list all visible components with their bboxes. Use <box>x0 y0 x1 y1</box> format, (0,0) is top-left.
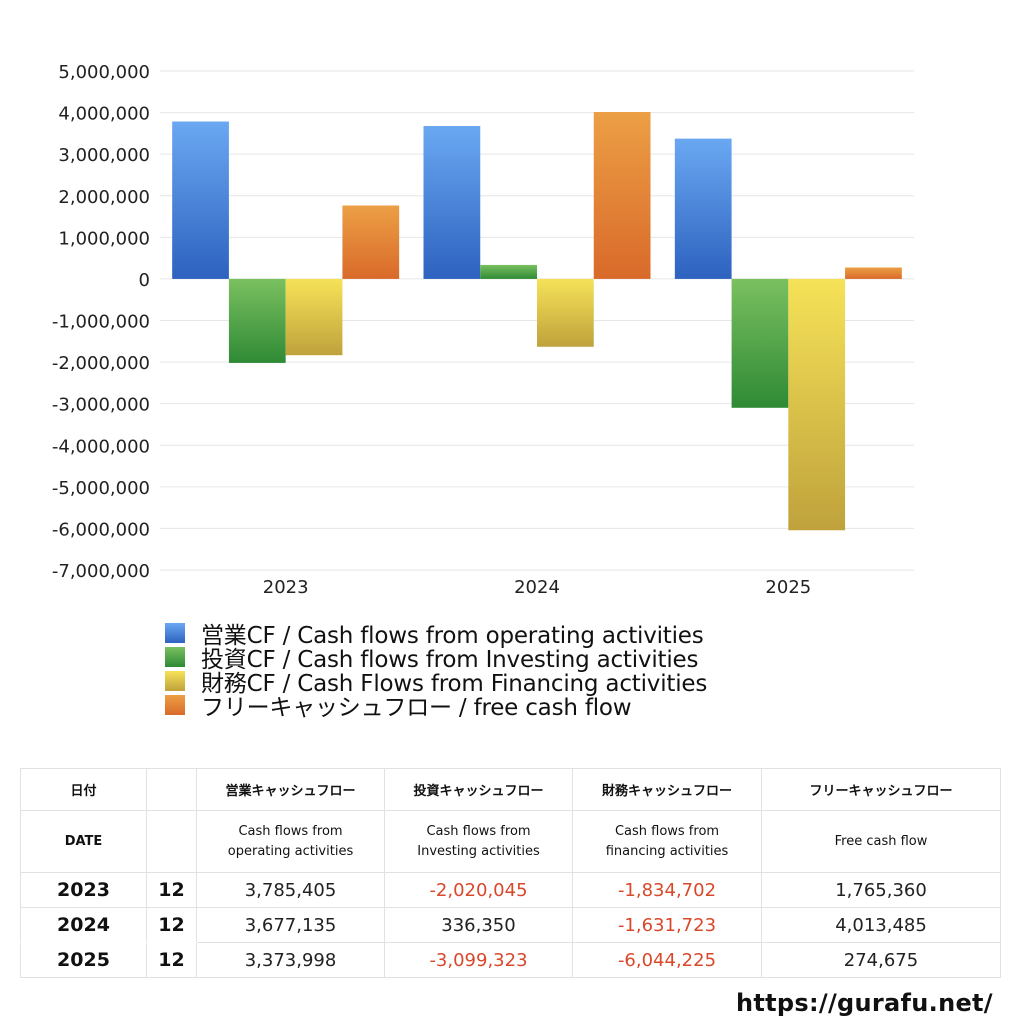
row-financing: -1,631,723 <box>572 907 762 943</box>
x-tick-label: 2024 <box>514 577 560 598</box>
legend-item-operating: 営業CF / Cash flows from operating activit… <box>165 621 707 649</box>
y-tick-label: 4,000,000 <box>58 104 150 125</box>
row-free: 274,675 <box>761 942 1001 978</box>
header-financing-jp: 財務キャッシュフロー <box>572 768 762 811</box>
y-tick-label: -3,000,000 <box>52 395 150 416</box>
table-row: 2023 12 3,785,405 -2,020,045 -1,834,702 … <box>20 872 1001 908</box>
header-operating-en-line1: Cash flows from <box>238 823 343 839</box>
row-investing: -2,020,045 <box>384 872 573 908</box>
bar-investing <box>480 264 537 279</box>
legend-label-operating: 営業CF / Cash flows from operating activit… <box>201 623 704 649</box>
x-axis: 2023 2024 2025 <box>263 577 811 598</box>
y-tick-label: -2,000,000 <box>52 353 150 374</box>
row-month: 12 <box>146 872 197 908</box>
bar-financing <box>788 278 846 531</box>
chart-bars <box>172 112 902 531</box>
row-investing: 336,350 <box>384 907 573 943</box>
header-free-en: Free cash flow <box>761 810 1001 873</box>
legend-label-free: フリーキャッシュフロー / free cash flow <box>201 695 632 721</box>
bar-free <box>593 112 651 279</box>
legend-label-investing: 投資CF / Cash flows from Investing activit… <box>201 647 699 673</box>
bar-operating <box>674 138 732 279</box>
y-tick-label: 2,000,000 <box>58 187 150 208</box>
legend-swatch-investing <box>165 647 185 667</box>
legend-item-investing: 投資CF / Cash flows from Investing activit… <box>165 645 707 673</box>
y-axis: 5,000,000 4,000,000 3,000,000 2,000,000 1,00… <box>52 62 150 582</box>
bar-investing <box>731 278 789 408</box>
legend-label-financing: 財務CF / Cash Flows from Financing activit… <box>201 671 708 697</box>
legend-swatch-free <box>165 695 185 715</box>
row-year: 2024 <box>20 907 147 943</box>
y-tick-label: -5,000,000 <box>52 478 150 499</box>
header-free-jp: フリーキャッシュフロー <box>761 768 1001 811</box>
row-month: 12 <box>146 907 197 943</box>
row-operating: 3,373,998 <box>196 942 385 978</box>
row-month: 12 <box>146 942 197 978</box>
legend-swatch-operating <box>165 623 185 643</box>
row-investing: -3,099,323 <box>384 942 573 978</box>
table-header-jp: 日付 営業キャッシュフロー 投資キャッシュフロー 財務キャッシュフロー フリーキ… <box>20 768 1001 811</box>
y-tick-label: 1,000,000 <box>58 228 150 249</box>
table-row: 2024 12 3,677,135 336,350 -1,631,723 4,0… <box>20 907 1001 943</box>
y-tick-label: -4,000,000 <box>52 436 150 457</box>
header-investing-jp: 投資キャッシュフロー <box>384 768 573 811</box>
header-financing-en-line1: Cash flows from <box>614 823 720 839</box>
header-investing-en-line1: Cash flows from <box>426 823 531 839</box>
bar-investing <box>228 278 286 363</box>
table-row: 2025 12 3,373,998 -3,099,323 -6,044,225 … <box>20 942 1001 978</box>
header-blank <box>146 810 197 873</box>
header-operating-jp: 営業キャッシュフロー <box>196 768 385 811</box>
chart-legend: 営業CF / Cash flows from operating activit… <box>165 621 707 721</box>
y-tick-label: -7,000,000 <box>52 561 150 582</box>
source-url[interactable]: https://gurafu.net/ <box>736 989 993 1017</box>
row-financing: -6,044,225 <box>572 942 762 978</box>
row-operating: 3,677,135 <box>196 907 385 943</box>
row-year: 2025 <box>20 942 147 978</box>
y-tick-label: -1,000,000 <box>52 312 150 333</box>
cash-flow-chart: 5,000,000 4,000,000 3,000,000 2,000,000 1,00… <box>52 62 914 598</box>
bar-free <box>342 205 400 279</box>
header-date-jp: 日付 <box>20 768 147 811</box>
header-investing-en: Cash flows from Investing activities <box>384 810 573 873</box>
row-financing: -1,834,702 <box>572 872 762 908</box>
legend-swatch-financing <box>165 671 185 691</box>
bar-financing <box>285 278 343 356</box>
header-financing-en: Cash flows from financing activities <box>572 810 762 873</box>
x-tick-label: 2023 <box>263 577 309 598</box>
row-free: 4,013,485 <box>761 907 1001 943</box>
table-header-en: DATE Cash flows from operating activities… <box>20 810 1001 873</box>
row-year: 2023 <box>20 872 147 908</box>
cash-flow-table: 日付 営業キャッシュフロー 投資キャッシュフロー 財務キャッシュフロー フリーキ… <box>20 768 1001 978</box>
bar-free <box>845 267 902 279</box>
header-date-en: DATE <box>20 810 147 873</box>
y-tick-label: 0 <box>139 270 150 291</box>
header-financing-en-line2: financing activities <box>605 843 729 859</box>
header-operating-en-line2: operating activities <box>227 843 354 859</box>
legend-item-free: フリーキャッシュフロー / free cash flow <box>165 693 707 721</box>
row-free: 1,765,360 <box>761 872 1001 908</box>
header-investing-en-line2: Investing activities <box>417 843 540 859</box>
y-tick-label: -6,000,000 <box>52 519 150 540</box>
legend-item-financing: 財務CF / Cash Flows from Financing activit… <box>165 669 707 697</box>
bar-financing <box>537 278 594 347</box>
row-operating: 3,785,405 <box>196 872 385 908</box>
bar-operating <box>423 126 481 279</box>
header-blank <box>146 768 197 811</box>
y-tick-label: 5,000,000 <box>58 62 150 83</box>
x-tick-label: 2025 <box>765 577 811 598</box>
y-tick-label: 3,000,000 <box>58 145 150 166</box>
header-operating-en: Cash flows from operating activities <box>196 810 385 873</box>
bar-operating <box>172 121 229 279</box>
